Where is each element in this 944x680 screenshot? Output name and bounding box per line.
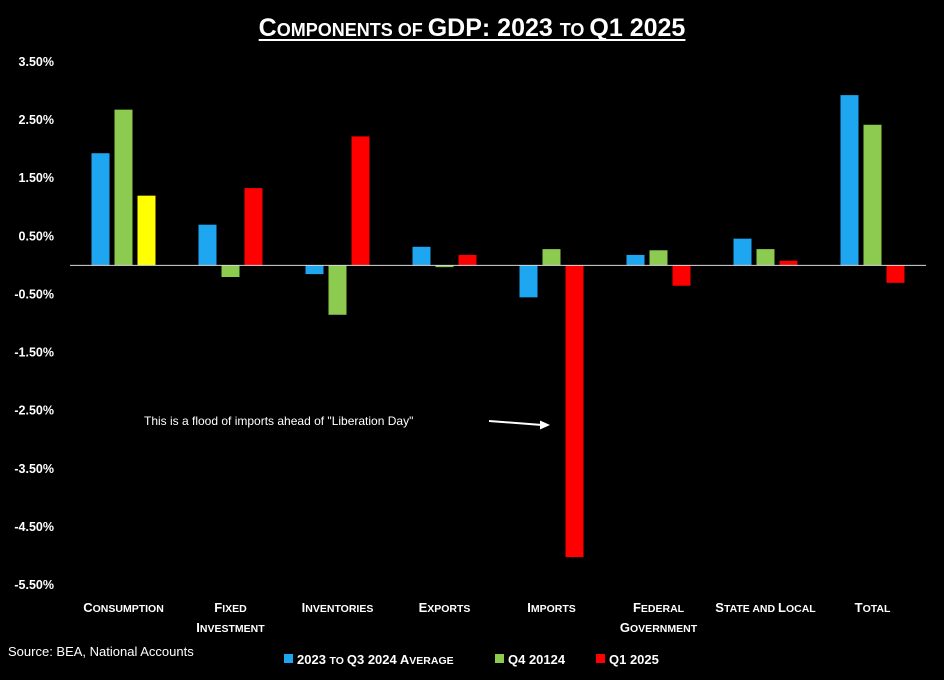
legend-item: 2023 TO Q3 2024 AVERAGE (284, 652, 454, 667)
y-tick-label: 3.50% (19, 55, 54, 69)
bar (626, 254, 645, 266)
bar (542, 249, 561, 266)
bar (565, 265, 584, 558)
bar (244, 188, 263, 266)
legend-swatch (284, 654, 293, 663)
category-label: GOVERNMENT (620, 620, 698, 635)
bar (672, 265, 691, 286)
category-label: EXPORTS (419, 600, 471, 615)
bar (114, 109, 133, 266)
y-tick-label: -0.50% (14, 287, 54, 301)
bar (458, 254, 477, 266)
category-label: STATE AND LOCAL (715, 600, 816, 615)
y-tick-label: -5.50% (14, 578, 54, 592)
y-tick-label: 0.50% (19, 229, 54, 243)
legend-swatch (596, 654, 605, 663)
category-label: INVESTMENT (196, 620, 265, 635)
source-note: Source: BEA, National Accounts (8, 644, 194, 659)
y-tick-label: -3.50% (14, 462, 54, 476)
legend-label: 2023 TO Q3 2024 AVERAGE (297, 652, 454, 667)
annotation-arrow-head (540, 420, 550, 430)
bar (840, 95, 859, 266)
legend-label: Q4 20124 (508, 652, 566, 667)
category-label: FEDERAL (633, 600, 685, 615)
category-label: INVENTORIES (302, 600, 374, 615)
legend-label: Q1 2025 (609, 652, 659, 667)
bar (221, 265, 240, 278)
bar (412, 246, 431, 266)
chart-title: COMPONENTS OF GDP: 2023 TO Q1 2025 (259, 14, 686, 42)
y-tick-label: 1.50% (19, 171, 54, 185)
bar (198, 224, 217, 266)
bar (305, 265, 324, 275)
legend-swatch (495, 654, 504, 663)
bar (91, 153, 110, 266)
bar (328, 265, 347, 315)
bar (435, 265, 454, 268)
annotation-text: This is a flood of imports ahead of "Lib… (144, 414, 413, 428)
category-label: IMPORTS (527, 600, 576, 615)
bar (779, 260, 798, 266)
category-label: FIXED (214, 600, 247, 615)
y-tick-label: -2.50% (14, 404, 54, 418)
y-tick-label: -4.50% (14, 520, 54, 534)
y-tick-label: -1.50% (14, 346, 54, 360)
bar (756, 249, 775, 266)
bar (863, 124, 882, 266)
bar (519, 265, 538, 298)
bar-groups (91, 95, 905, 558)
legend-item: Q1 2025 (596, 652, 659, 667)
annotation-arrow-line (488, 420, 543, 426)
y-tick-label: 2.50% (19, 113, 54, 127)
bar (733, 238, 752, 266)
legend-item: Q4 20124 (495, 652, 566, 667)
bar (351, 136, 370, 266)
bar (137, 195, 156, 266)
bar (649, 250, 668, 266)
category-label: CONSUMPTION (83, 600, 164, 615)
bar (886, 265, 905, 283)
category-label: TOTAL (855, 600, 891, 615)
